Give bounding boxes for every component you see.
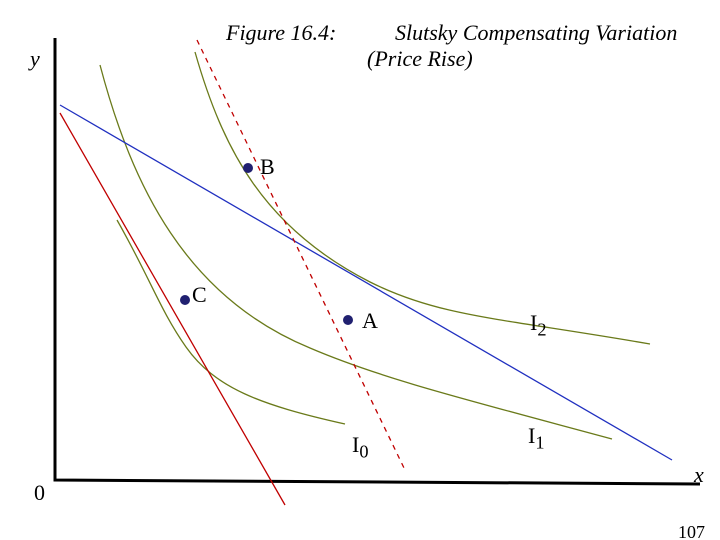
- figure-number: Figure 16.4:: [226, 20, 336, 46]
- page-number: 107: [678, 522, 705, 540]
- figure-subtitle: (Price Rise): [367, 46, 473, 72]
- curve-i0-label: I0: [352, 432, 369, 462]
- x-axis-label: x: [694, 462, 704, 488]
- indiff-curve-1: [100, 65, 612, 439]
- budget-line-original: [60, 105, 672, 460]
- point-a-label: A: [362, 308, 378, 334]
- point-c-label: C: [192, 282, 207, 308]
- indiff-curve-2: [195, 52, 650, 344]
- figure-title: Slutsky Compensating Variation: [395, 20, 677, 46]
- curve-i2-label: I2: [530, 310, 547, 340]
- point-b-label: B: [260, 154, 275, 180]
- y-axis-label: y: [30, 46, 40, 72]
- point-a: [343, 315, 353, 325]
- origin-label: 0: [34, 480, 45, 506]
- point-b: [243, 163, 253, 173]
- point-c: [180, 295, 190, 305]
- budget-line-new: [60, 113, 285, 505]
- curve-i1-label: I1: [528, 423, 545, 453]
